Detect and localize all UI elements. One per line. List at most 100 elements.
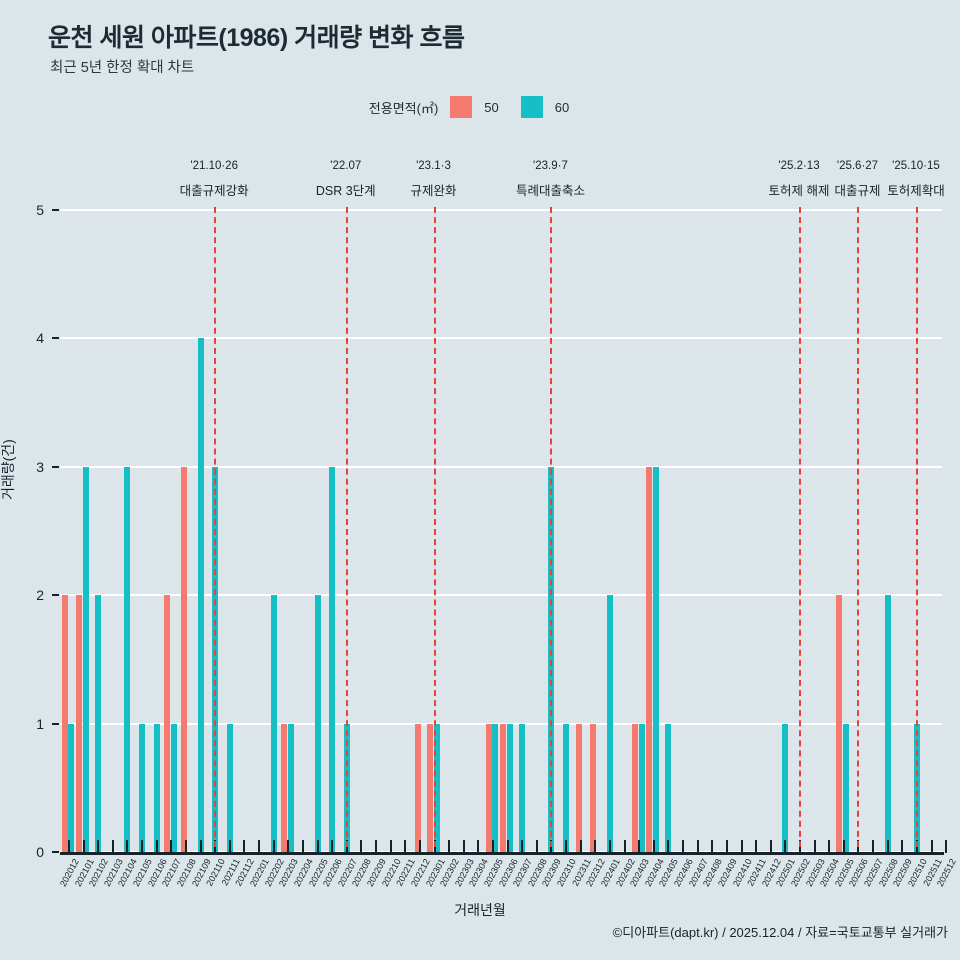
bar-202301-50[interactable] (427, 723, 434, 852)
bar-202108-50[interactable] (180, 466, 187, 852)
bar-202203-60[interactable] (287, 723, 294, 852)
x-axis-tick-202208 (360, 840, 363, 853)
x-axis-tick-202204 (301, 840, 304, 853)
bar-202405-60[interactable] (665, 723, 672, 852)
footer-credit: ©디아파트(dapt.kr) / 2025.12.04 / 자료=국토교통부 실… (612, 925, 948, 940)
bar-202301-60[interactable] (433, 723, 440, 852)
event-date-202110: '21.10·26 (190, 160, 238, 172)
event-line-202502 (799, 207, 801, 847)
x-axis-tick-202407 (696, 840, 699, 853)
x-axis-tick-202202 (272, 840, 275, 853)
bar-202311-50[interactable] (575, 723, 582, 852)
bar-202310-60[interactable] (563, 723, 570, 852)
page-subtitle: 최근 5년 한정 확대 차트 (50, 60, 195, 76)
x-axis-tick-202412 (769, 840, 772, 853)
y-axis-tick-label-4: 4 (36, 330, 44, 347)
x-axis-tick-202505 (842, 840, 845, 853)
bar-202101-50[interactable] (76, 595, 83, 852)
x-axis-tick-202402 (623, 840, 626, 853)
bar-202305-60[interactable] (492, 723, 499, 852)
bar-202307-60[interactable] (519, 723, 526, 852)
bar-202508-60[interactable] (884, 595, 891, 852)
y-axis-tick-4 (52, 337, 59, 340)
event-line-202207 (345, 207, 348, 847)
y-axis-tick-label-0: 0 (36, 844, 44, 860)
bar-202403-60[interactable] (638, 723, 645, 852)
bar-202212-50[interactable] (414, 723, 421, 852)
bar-202109-60[interactable] (197, 338, 204, 852)
bar-202202-60[interactable] (270, 595, 277, 852)
x-axis-tick-202501 (784, 840, 787, 853)
legend-title: 전용면적(㎡) (368, 100, 439, 116)
bar-202106-60[interactable] (153, 723, 160, 852)
event-date-202301: '23.1·3 (416, 160, 451, 172)
y-axis-tick-1 (52, 722, 59, 725)
event-name-202207: DSR 3단계 (315, 184, 376, 198)
legend-label-60: 60 (554, 99, 570, 115)
legend-label-50: 50 (484, 99, 499, 115)
x-axis-tick-202211 (404, 840, 407, 853)
bar-202105-60[interactable] (139, 723, 146, 852)
x-axis-tick-202406 (682, 840, 685, 853)
event-name-202510: 토허제확대 (887, 184, 945, 198)
event-name-202301: 규제완화 (410, 184, 457, 198)
event-date-202207: '22.07 (330, 160, 362, 172)
x-axis-tick-202012 (68, 840, 70, 853)
event-date-202506: '25.6·27 (836, 160, 879, 172)
gridline-2 (60, 594, 942, 597)
legend-items: 50 60 (450, 96, 591, 118)
bar-202107-60[interactable] (170, 723, 177, 852)
bar-202403-50[interactable] (631, 723, 638, 852)
chart-legend: 전용면적(㎡) 50 60 (0, 96, 960, 118)
bar-202107-50[interactable] (163, 595, 170, 852)
bar-202501-60[interactable] (782, 723, 789, 852)
bar-202206-60[interactable] (329, 466, 336, 852)
bar-202102-60[interactable] (95, 595, 102, 852)
x-axis-tick-202205 (316, 840, 319, 853)
x-axis-tick-202404 (652, 840, 655, 853)
x-axis-tick-202111 (228, 840, 231, 853)
x-axis-tick-202201 (258, 840, 261, 853)
event-name-202502: 토허제 해제 (768, 184, 830, 198)
x-axis-tick-202212 (418, 840, 421, 853)
x-axis-tick-202206 (331, 840, 334, 853)
bar-202012-60[interactable] (68, 723, 75, 852)
x-axis-tick-202411 (755, 840, 758, 853)
bar-202312-50[interactable] (590, 723, 597, 852)
x-axis-tick-202302 (448, 840, 451, 853)
bar-202404-60[interactable] (653, 466, 660, 852)
x-axis-tick-202108 (184, 840, 187, 853)
y-axis-title: 거래량(건) (0, 439, 16, 500)
x-axis-tick-202409 (725, 840, 728, 853)
bar-202401-60[interactable] (606, 595, 613, 852)
legend-item-50[interactable]: 50 (450, 96, 499, 118)
bar-202306-50[interactable] (500, 723, 507, 852)
bar-202505-50[interactable] (836, 595, 843, 852)
x-axis-tick-202507 (872, 840, 875, 853)
bar-202012-50[interactable] (61, 595, 68, 852)
x-axis-tick-202104 (126, 840, 129, 853)
event-date-202502: '25.2·13 (778, 160, 820, 172)
bar-202505-60[interactable] (843, 723, 850, 852)
event-line-202301 (433, 207, 436, 847)
bar-202111-60[interactable] (226, 723, 233, 852)
x-axis-tick-202105 (141, 840, 144, 853)
x-axis-tick-202303 (462, 840, 465, 853)
bar-202104-60[interactable] (124, 466, 131, 852)
x-axis-tick-202509 (901, 840, 904, 853)
legend-item-60[interactable]: 60 (520, 96, 570, 118)
bar-202305-50[interactable] (485, 723, 492, 852)
x-axis-tick-202410 (740, 840, 743, 853)
x-axis-tick-202503 (813, 840, 816, 853)
legend-swatch-60 (520, 96, 543, 118)
bar-202205-60[interactable] (314, 595, 321, 852)
event-name-202110: 대출규제강화 (179, 184, 249, 198)
bar-202101-60[interactable] (83, 466, 90, 852)
bar-202306-60[interactable] (507, 723, 513, 852)
x-axis-tick-202401 (608, 840, 611, 853)
event-line-202110 (214, 207, 217, 847)
bar-202203-50[interactable] (280, 723, 287, 852)
y-axis-tick-label-1: 1 (36, 715, 44, 732)
x-axis-tick-202308 (535, 840, 538, 853)
bar-202404-50[interactable] (646, 466, 653, 852)
